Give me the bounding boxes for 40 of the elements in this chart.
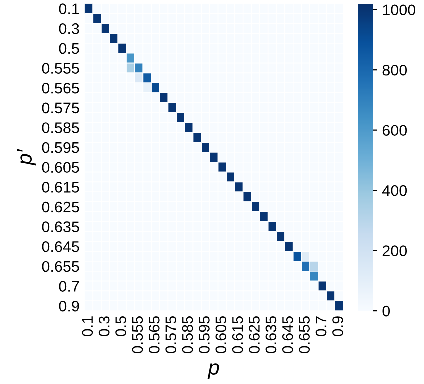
- x-tick-label: 0.645: [282, 316, 294, 354]
- x-tick-label: 0.655: [299, 316, 310, 354]
- y-tick-label: 0.555: [42, 63, 80, 74]
- x-tick-label: 0.595: [199, 316, 210, 354]
- y-tick-label: 0.7: [59, 281, 80, 292]
- x-tick-label: 0.3: [98, 316, 110, 337]
- y-tick-label: 0.625: [42, 202, 80, 213]
- x-tick-label: 0.605: [216, 316, 227, 354]
- y-tick-label: 0.1: [59, 4, 80, 14]
- y-tick-label: 0.645: [42, 241, 80, 252]
- x-tick-label: 0.555: [132, 316, 144, 354]
- y-tick-label: 0.655: [42, 261, 80, 272]
- x-tick-label: 0.615: [232, 316, 244, 354]
- y-tick-label: 0.605: [42, 162, 80, 174]
- y-tick-label: 0.5: [59, 43, 80, 54]
- y-tick-label: 0.3: [59, 23, 80, 34]
- y-tick-label: 0.565: [42, 82, 80, 94]
- x-tick-label: 0.625: [249, 316, 260, 354]
- x-axis-title: p: [208, 364, 220, 380]
- color-bar-label: 0: [382, 306, 390, 317]
- color-bar-label: 400: [382, 185, 408, 196]
- x-tick-label: 0.565: [149, 316, 160, 354]
- y-tick-label: 0.9: [59, 300, 80, 312]
- x-tick-label: 0.1: [82, 316, 94, 337]
- x-tick-label: 0.585: [182, 316, 194, 354]
- y-tick-label: 0.635: [42, 222, 80, 232]
- x-tick-label: 0.5: [116, 316, 126, 337]
- x-tick-label: 0.7: [316, 316, 327, 337]
- color-bar-label: 800: [382, 64, 408, 76]
- color-bar-label: 200: [382, 246, 408, 256]
- color-bar-label: 1000: [383, 4, 416, 16]
- y-tick-label: 0.585: [42, 122, 80, 134]
- x-tick-label: 0.575: [166, 316, 177, 354]
- y-tick-label: 0.595: [42, 142, 80, 154]
- x-tick-label: 0.9: [332, 316, 344, 337]
- x-tick-label: 0.635: [266, 316, 277, 354]
- y-tick-label: 0.615: [42, 182, 80, 193]
- y-axis-title: p′: [18, 149, 36, 166]
- y-tick-label: 0.575: [42, 102, 80, 114]
- color-bar-label: 600: [382, 125, 408, 136]
